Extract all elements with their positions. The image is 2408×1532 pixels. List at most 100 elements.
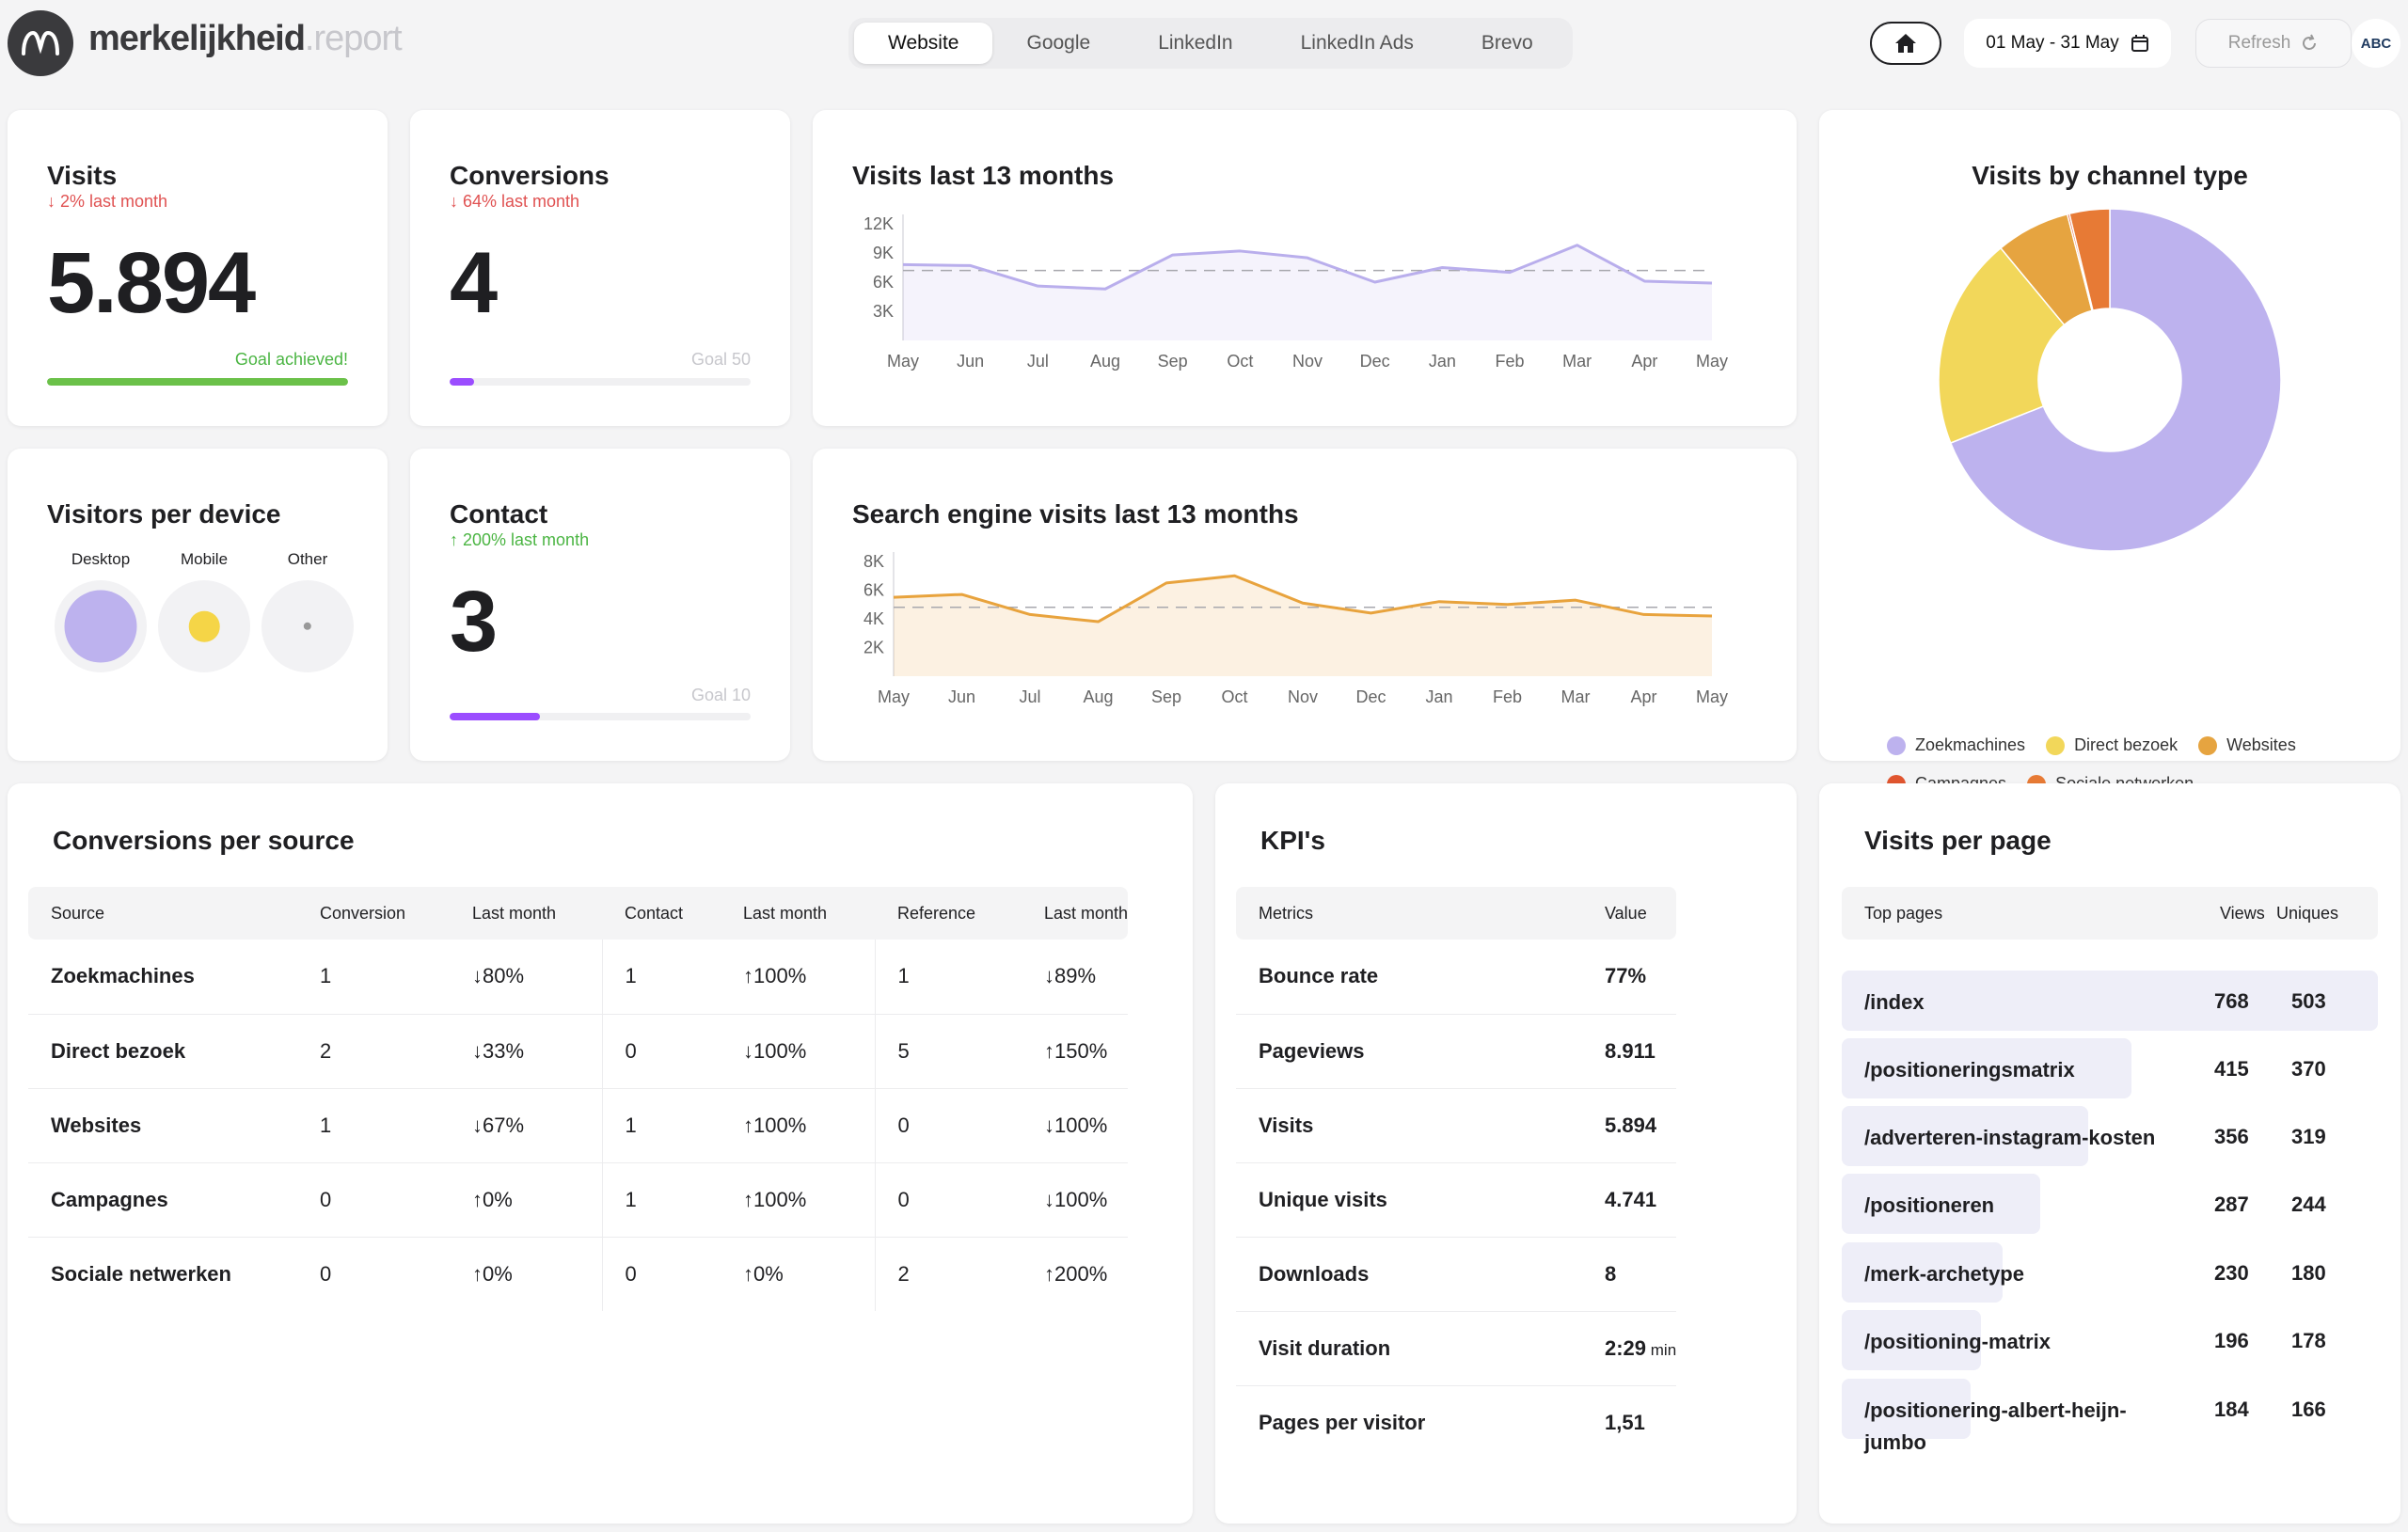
trend-indicator: ↓ 64% last month — [450, 192, 580, 211]
data-point[interactable] — [1572, 240, 1583, 251]
refresh-button[interactable]: Refresh — [2195, 19, 2352, 68]
data-point[interactable] — [1570, 594, 1581, 606]
table-row: Visits 5.894 — [1236, 1088, 1677, 1163]
x-tick-label: May — [878, 687, 910, 706]
tab-brevo[interactable]: Brevo — [1481, 32, 1533, 54]
legend-item[interactable]: Zoekmachines — [1887, 735, 2025, 755]
card-title: Search engine visits last 13 months — [852, 499, 1299, 529]
data-point[interactable] — [1032, 280, 1043, 292]
tab-website[interactable]: Website — [854, 23, 993, 64]
legend-item[interactable]: Websites — [2198, 735, 2296, 755]
data-point[interactable] — [965, 260, 976, 271]
legend-item[interactable]: Direct bezoek — [2046, 735, 2178, 755]
visitors-per-device-card: Visitors per device Desktop Mobile Other — [8, 449, 388, 761]
data-point[interactable] — [957, 589, 968, 600]
pie-slice[interactable] — [1938, 246, 2066, 444]
kpi-metric: Pageviews — [1236, 1014, 1582, 1089]
tab-linkedin[interactable]: LinkedIn — [1158, 32, 1233, 54]
tab-linkedin-ads[interactable]: LinkedIn Ads — [1300, 32, 1414, 54]
data-point[interactable] — [1502, 599, 1513, 610]
avatar[interactable]: ABC — [2352, 19, 2400, 68]
calendar-icon — [2131, 35, 2148, 52]
pie-slice[interactable] — [2068, 208, 2111, 312]
legend-swatch — [1887, 735, 1906, 755]
x-tick-label: Aug — [1090, 352, 1120, 371]
tab-google[interactable]: Google — [1026, 32, 1091, 54]
series-area — [903, 245, 1712, 340]
x-tick-label: Mar — [1562, 352, 1592, 371]
visits-card: Visits ↓ 2% last month 5.894 Goal achiev… — [8, 110, 388, 426]
search-engine-13-months-card: Search engine visits last 13 months 8K 6K… — [813, 449, 1797, 761]
table-cell: ↑100% — [721, 1162, 875, 1238]
search-engine-line-chart: 8K 6K 4K 2K May Jun Jul Aug Sep Oct Nov Dec Jan Feb Ma… — [863, 552, 1728, 706]
x-tick-label: Oct — [1227, 352, 1253, 371]
data-point[interactable] — [888, 592, 899, 603]
card-title: Contact — [450, 499, 548, 529]
kpi-metric: Pages per visitor — [1259, 1410, 1426, 1434]
data-point[interactable] — [1161, 577, 1172, 589]
refresh-label: Refresh — [2227, 33, 2291, 53]
table-cell: 1 — [297, 940, 450, 1015]
list-item[interactable]: /merk-archetype 230 180 — [1842, 1242, 2378, 1303]
data-point[interactable] — [897, 259, 909, 270]
data-point[interactable] — [1706, 277, 1718, 289]
data-point[interactable] — [1093, 616, 1104, 627]
x-tick-label: Mar — [1561, 687, 1591, 706]
data-point[interactable] — [1302, 252, 1313, 263]
card-title: Visits per page — [1864, 826, 2052, 855]
column-header: Last month — [721, 887, 875, 940]
table-row: Visit duration 2:29 min — [1236, 1311, 1677, 1386]
x-tick-label: Apr — [1630, 687, 1656, 706]
data-point[interactable] — [1297, 597, 1308, 608]
page-views: 356 — [2214, 1125, 2249, 1148]
list-item[interactable]: /positionering-albert-heijn-jumbo 184 166 — [1842, 1379, 2378, 1454]
goal-progress-bar — [47, 378, 348, 386]
table-row: Direct bezoek 2 ↓33% 0 ↓100% 5 ↑150% — [28, 1014, 1129, 1089]
page-share-bar — [1842, 1310, 1982, 1370]
goal-progress-fill — [47, 378, 348, 386]
data-point[interactable] — [1370, 276, 1381, 288]
data-point[interactable] — [1639, 608, 1650, 620]
brand-logo-icon[interactable] — [8, 10, 73, 76]
data-point[interactable] — [1167, 249, 1179, 261]
data-point[interactable] — [1229, 570, 1241, 581]
data-point[interactable] — [1434, 596, 1445, 608]
list-item[interactable]: /positioneringsmatrix 415 370 — [1842, 1038, 2378, 1098]
table-cell: 1 — [601, 940, 721, 1015]
goal-progress-fill — [450, 378, 474, 386]
data-point[interactable] — [1100, 283, 1111, 294]
data-point[interactable] — [1234, 245, 1245, 257]
list-item[interactable]: /positioning-matrix 196 178 — [1842, 1310, 2378, 1370]
date-range-picker[interactable]: 01 May - 31 May — [1964, 19, 2171, 68]
device-circle — [158, 580, 250, 672]
table-cell: ↓100% — [1022, 1088, 1129, 1163]
data-point[interactable] — [1436, 262, 1448, 274]
data-point[interactable] — [1366, 608, 1377, 619]
page-views: 184 — [2214, 1398, 2249, 1421]
data-point[interactable] — [1706, 610, 1718, 622]
list-item[interactable]: /positioneren 287 244 — [1842, 1174, 2378, 1234]
table-cell: ↓89% — [1022, 940, 1129, 1015]
list-item[interactable]: /adverteren-instagram-kosten 356 319 — [1842, 1106, 2378, 1166]
kpi-card: KPI's Metrics Value Bounce rate 77% Pagevi… — [1215, 783, 1797, 1524]
page-share-bar — [1842, 971, 2378, 1031]
kpi-value: 2:29 min — [1582, 1311, 1677, 1386]
table-cell: ↑100% — [721, 1088, 875, 1163]
table-row: Sociale netwerken 0 ↑0% 0 ↑0% 2 ↑200% — [28, 1237, 1128, 1311]
pie-slice[interactable] — [1949, 208, 2282, 552]
table-row: Pageviews 8.911 — [1236, 1014, 1677, 1089]
page-uniques: 166 — [2291, 1398, 2326, 1421]
data-point[interactable] — [1639, 276, 1650, 287]
list-item[interactable]: /index 768 503 — [1842, 971, 2378, 1031]
goal-label: Goal achieved! — [234, 350, 348, 369]
x-tick-label: Sep — [1158, 352, 1188, 371]
data-point[interactable] — [1024, 608, 1036, 620]
device-circle — [55, 580, 147, 672]
table-cell: 0 — [601, 1237, 721, 1311]
channel-type-card: Visits by channel type Zoekmachines Direc… — [1819, 110, 2400, 794]
device-other: Other — [261, 550, 355, 672]
y-tick-label: 9K — [873, 244, 894, 262]
home-button[interactable] — [1870, 22, 1941, 65]
page-path: /positioneren — [1864, 1193, 1995, 1217]
data-point[interactable] — [1504, 267, 1515, 278]
